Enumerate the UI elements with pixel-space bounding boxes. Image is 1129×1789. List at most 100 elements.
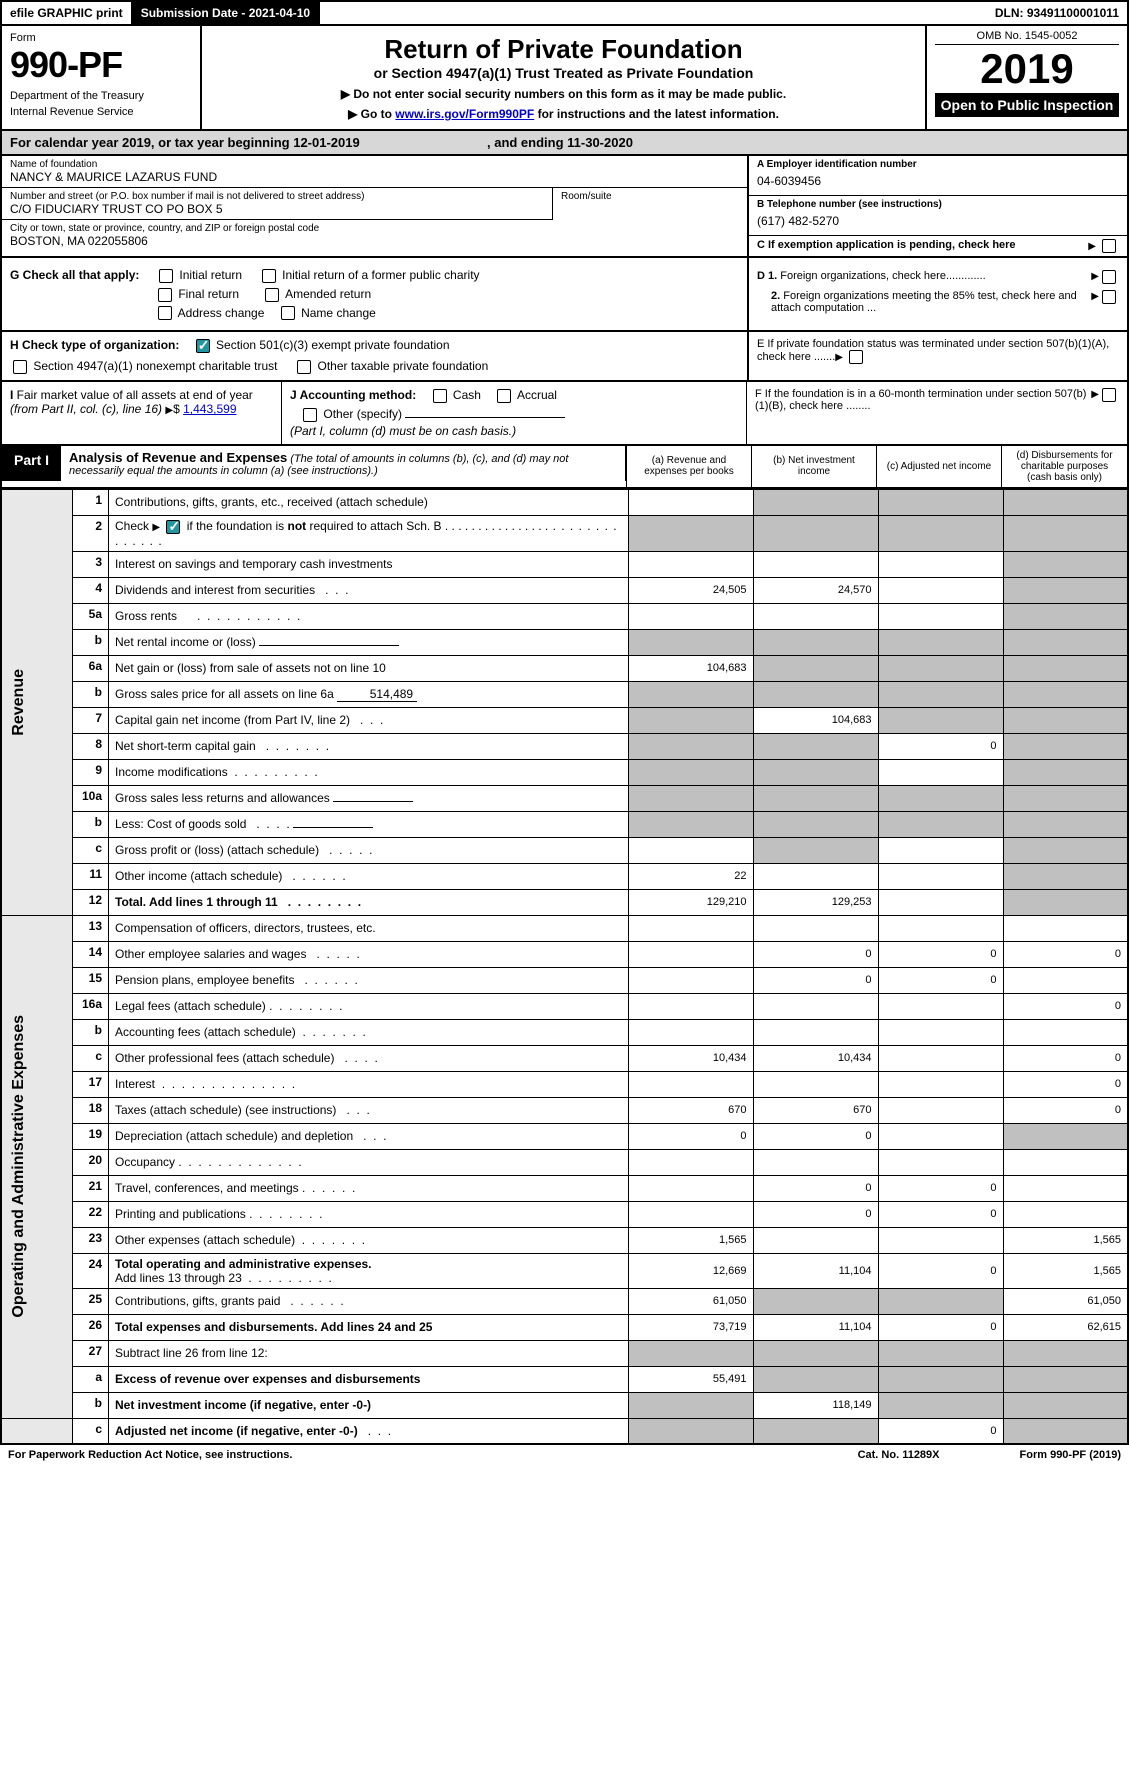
table-row: 12Total. Add lines 1 through 11 . . . . … (1, 889, 1128, 915)
g-amended-checkbox[interactable] (265, 288, 279, 302)
table-row: 7Capital gain net income (from Part IV, … (1, 707, 1128, 733)
calyear-begin: For calendar year 2019, or tax year begi… (10, 135, 360, 150)
header-left: Form 990-PF Department of the Treasury I… (2, 26, 202, 129)
g-former-checkbox[interactable] (262, 269, 276, 283)
f-label: F If the foundation is in a 60-month ter… (755, 388, 1091, 412)
col-a-hdr: (a) Revenue and expenses per books (627, 446, 752, 487)
d2-checkbox[interactable] (1102, 290, 1116, 304)
table-row: 14Other employee salaries and wages . . … (1, 941, 1128, 967)
expenses-label: Operating and Administrative Expenses (8, 1005, 30, 1328)
street-address: C/O FIDUCIARY TRUST CO PO BOX 5 (10, 202, 544, 216)
g-name-checkbox[interactable] (281, 306, 295, 320)
e-label: E If private foundation status was termi… (757, 338, 1109, 363)
j-other-checkbox[interactable] (303, 408, 317, 422)
c-checkbox[interactable] (1102, 239, 1116, 253)
h-4947-checkbox[interactable] (13, 360, 27, 374)
arrow-icon (1091, 290, 1099, 302)
table-row: cGross profit or (loss) (attach schedule… (1, 837, 1128, 863)
table-row: bGross sales price for all assets on lin… (1, 681, 1128, 707)
g-name: Name change (301, 306, 376, 320)
arrow-icon (1088, 240, 1096, 252)
line-20: Occupancy . . . . . . . . . . . . . (109, 1149, 629, 1175)
line-16b: Accounting fees (attach schedule) . . . … (109, 1019, 629, 1045)
line-14: Other employee salaries and wages . . . … (109, 941, 629, 967)
e-checkbox[interactable] (849, 350, 863, 364)
table-row: bNet investment income (if negative, ent… (1, 1392, 1128, 1418)
addr-label: Number and street (or P.O. box number if… (10, 191, 544, 202)
table-row: 2 Check if the foundation is not require… (1, 515, 1128, 551)
f-checkbox[interactable] (1102, 388, 1116, 402)
h-501c3-checkbox[interactable] (196, 339, 210, 353)
g-label: G Check all that apply: (10, 268, 139, 282)
table-row: 11Other income (attach schedule) . . . .… (1, 863, 1128, 889)
fmv-link[interactable]: 1,443,599 (183, 402, 236, 416)
ein-label: A Employer identification number (757, 159, 1119, 170)
table-row: cAdjusted net income (if negative, enter… (1, 1418, 1128, 1444)
g-initial: Initial return (179, 268, 242, 282)
entity-info: Name of foundation NANCY & MAURICE LAZAR… (0, 156, 1129, 258)
arrow-icon (1091, 388, 1099, 412)
table-row: 15Pension plans, employee benefits . . .… (1, 967, 1128, 993)
form-title: Return of Private Foundation (214, 34, 913, 65)
g-initial-checkbox[interactable] (159, 269, 173, 283)
table-row: 22Printing and publications . . . . . . … (1, 1201, 1128, 1227)
table-row: 26Total expenses and disbursements. Add … (1, 1314, 1128, 1340)
line-11: Other income (attach schedule) . . . . .… (109, 863, 629, 889)
calyear-end: , and ending 11-30-2020 (487, 135, 633, 150)
line-16a: Legal fees (attach schedule) . . . . . .… (109, 993, 629, 1019)
table-row: 24Total operating and administrative exp… (1, 1253, 1128, 1288)
city-state-zip: BOSTON, MA 022055806 (10, 234, 739, 248)
g-final: Final return (178, 287, 239, 301)
table-row: 23Other expenses (attach schedule) . . .… (1, 1227, 1128, 1253)
table-row: 3Interest on savings and temporary cash … (1, 551, 1128, 577)
j-other-input[interactable] (405, 417, 565, 418)
line-4: Dividends and interest from securities .… (109, 577, 629, 603)
g-final-checkbox[interactable] (158, 288, 172, 302)
col-c-hdr: (c) Adjusted net income (877, 446, 1002, 487)
line-18: Taxes (attach schedule) (see instruction… (109, 1097, 629, 1123)
dept-treasury: Department of the Treasury (10, 90, 192, 102)
page-footer: For Paperwork Reduction Act Notice, see … (0, 1445, 1129, 1465)
revenue-label: Revenue (8, 659, 30, 746)
j-cash: Cash (453, 388, 481, 402)
g-former: Initial return of a former public charit… (282, 268, 479, 282)
check-section-he: H Check type of organization: Section 50… (0, 332, 1129, 382)
line-10a: Gross sales less returns and allowances (109, 785, 629, 811)
j-accrual-checkbox[interactable] (497, 389, 511, 403)
foundation-name: NANCY & MAURICE LAZARUS FUND (10, 170, 739, 184)
cat-number: Cat. No. 11289X (858, 1449, 940, 1461)
table-row: 20Occupancy . . . . . . . . . . . . . (1, 1149, 1128, 1175)
tel-label: B Telephone number (see instructions) (757, 199, 1119, 210)
schb-checkbox[interactable] (166, 520, 180, 534)
part1-title: Analysis of Revenue and Expenses (69, 450, 287, 465)
calendar-year-row: For calendar year 2019, or tax year begi… (0, 131, 1129, 156)
part1-label: Part I (2, 446, 61, 481)
table-row: cOther professional fees (attach schedul… (1, 1045, 1128, 1071)
line-13: Compensation of officers, directors, tru… (109, 915, 629, 941)
line-26: Total expenses and disbursements. Add li… (109, 1314, 629, 1340)
line-12: Total. Add lines 1 through 11 . . . . . … (109, 889, 629, 915)
j-cash-checkbox[interactable] (433, 389, 447, 403)
line-5a: Gross rents . . . . . . . . . . . (109, 603, 629, 629)
form-header: Form 990-PF Department of the Treasury I… (0, 26, 1129, 131)
line-7: Capital gain net income (from Part IV, l… (109, 707, 629, 733)
line-9: Income modifications . . . . . . . . . (109, 759, 629, 785)
part1-table: Revenue 1 Contributions, gifts, grants, … (0, 489, 1129, 1445)
line-27a: Excess of revenue over expenses and disb… (109, 1366, 629, 1392)
line-15: Pension plans, employee benefits . . . .… (109, 967, 629, 993)
check-section-gd: G Check all that apply: Initial return I… (0, 258, 1129, 332)
table-row: 5aGross rents . . . . . . . . . . . (1, 603, 1128, 629)
g-address: Address change (178, 306, 265, 320)
table-row: aExcess of revenue over expenses and dis… (1, 1366, 1128, 1392)
h-other-checkbox[interactable] (297, 360, 311, 374)
col-d-hdr: (d) Disbursements for charitable purpose… (1002, 446, 1127, 487)
form-link[interactable]: www.irs.gov/Form990PF (395, 107, 534, 121)
line-1: Contributions, gifts, grants, etc., rece… (109, 489, 629, 515)
line-10b: Less: Cost of goods sold . . . . (109, 811, 629, 837)
j-accrual: Accrual (517, 388, 557, 402)
line-8: Net short-term capital gain . . . . . . … (109, 733, 629, 759)
table-row: bAccounting fees (attach schedule) . . .… (1, 1019, 1128, 1045)
g-address-checkbox[interactable] (158, 306, 172, 320)
d1-checkbox[interactable] (1102, 270, 1116, 284)
line-21: Travel, conferences, and meetings . . . … (109, 1175, 629, 1201)
